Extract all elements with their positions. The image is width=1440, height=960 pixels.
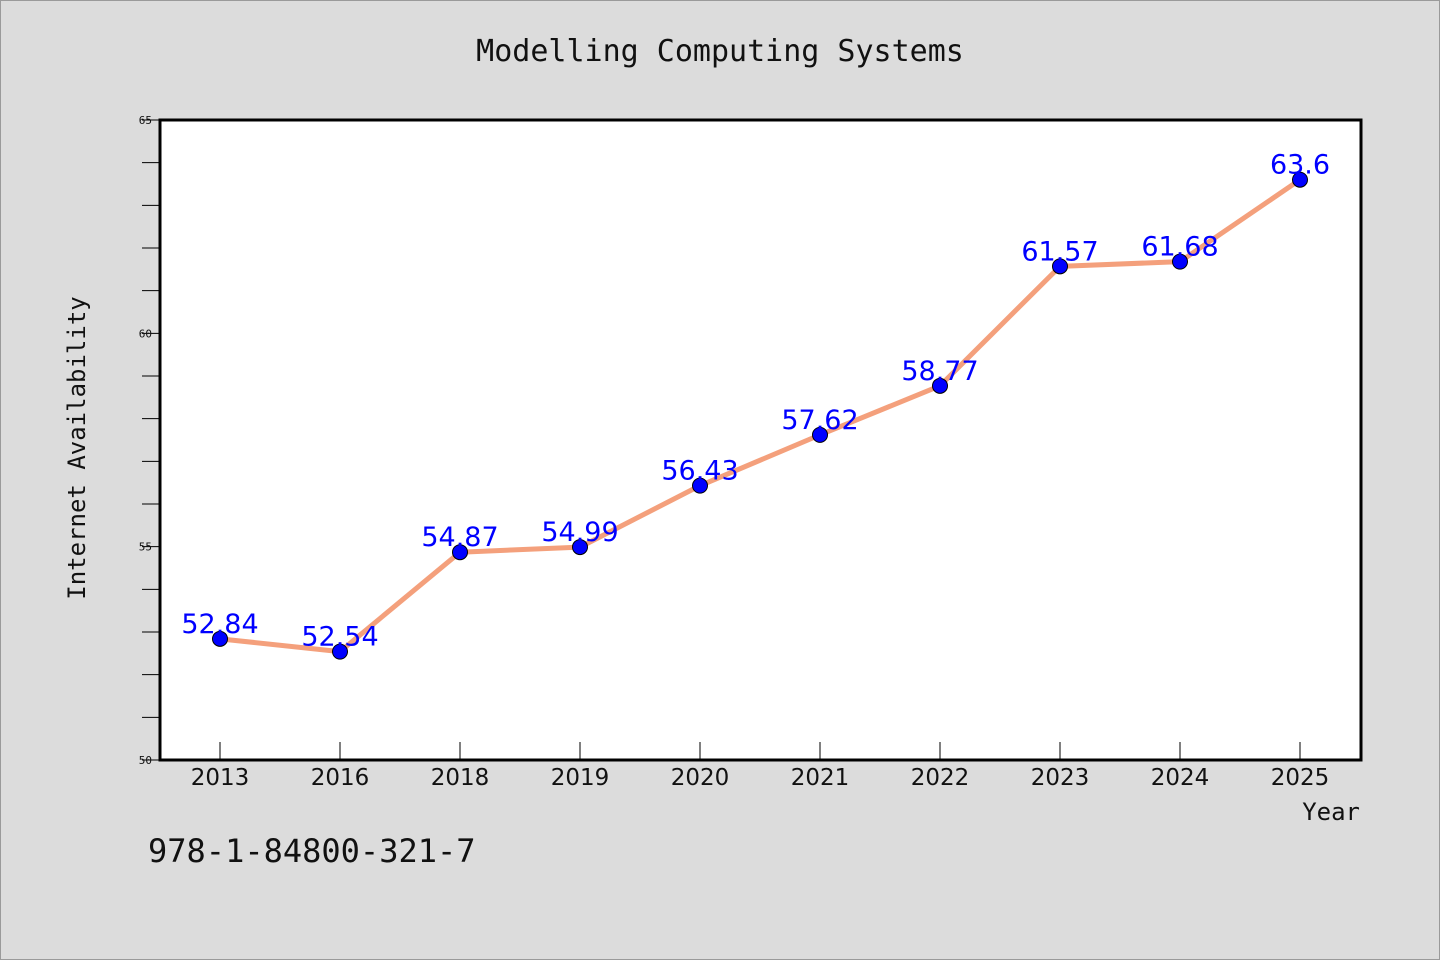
data-label: 52.84 (181, 609, 258, 640)
data-point (812, 426, 828, 443)
data-label: 56.43 (661, 456, 738, 487)
data-point (1052, 258, 1068, 275)
data-label: 61.57 (1021, 236, 1098, 267)
series-line (217, 177, 1303, 655)
x-tick-label: 2018 (431, 765, 490, 791)
data-point (572, 539, 588, 556)
plot-area (158, 118, 1363, 762)
x-tick-label: 2025 (1271, 765, 1330, 791)
x-tick-label: 2013 (191, 765, 250, 791)
chart-title: Modelling Computing Systems (476, 34, 964, 69)
data-label: 54.99 (541, 517, 618, 548)
data-point (332, 643, 348, 660)
data-label: 57.62 (781, 405, 858, 436)
data-label: 52.54 (301, 622, 378, 653)
series-group: 52.84 52.54 54.87 54.99 56.43 57.62 58.77 61.57… (181, 150, 1330, 660)
footer-code: 978-1-84800-321-7 (148, 832, 476, 870)
data-label: 63.6 (1270, 150, 1330, 181)
y-tick-label: 60 (139, 327, 152, 340)
data-label: 58.77 (901, 356, 978, 387)
data-label: 54.87 (421, 522, 498, 553)
data-label: 61.68 (1141, 232, 1218, 263)
x-tick-label: 2019 (551, 765, 610, 791)
x-tick-label: 2020 (671, 765, 730, 791)
data-point (212, 630, 228, 647)
x-axis: 2013 2016 2018 2019 2020 2021 2022 2023 2024 2025 (191, 742, 1330, 791)
y-axis-label: Internet Availability (63, 296, 91, 599)
y-tick-label: 55 (139, 541, 152, 554)
x-tick-label: 2021 (791, 765, 850, 791)
y-axis: 50 55 60 65 (139, 114, 160, 767)
y-tick-label: 65 (139, 114, 152, 127)
x-tick-label: 2023 (1031, 765, 1090, 791)
x-tick-label: 2022 (911, 765, 970, 791)
data-point (1292, 171, 1308, 188)
y-tick-label: 50 (139, 754, 152, 767)
x-axis-label: Year (1302, 798, 1360, 826)
data-point (1172, 253, 1188, 270)
data-point (692, 477, 708, 494)
data-point (452, 544, 468, 561)
x-tick-label: 2016 (311, 765, 370, 791)
x-tick-label: 2024 (1151, 765, 1210, 791)
data-point (932, 377, 948, 394)
